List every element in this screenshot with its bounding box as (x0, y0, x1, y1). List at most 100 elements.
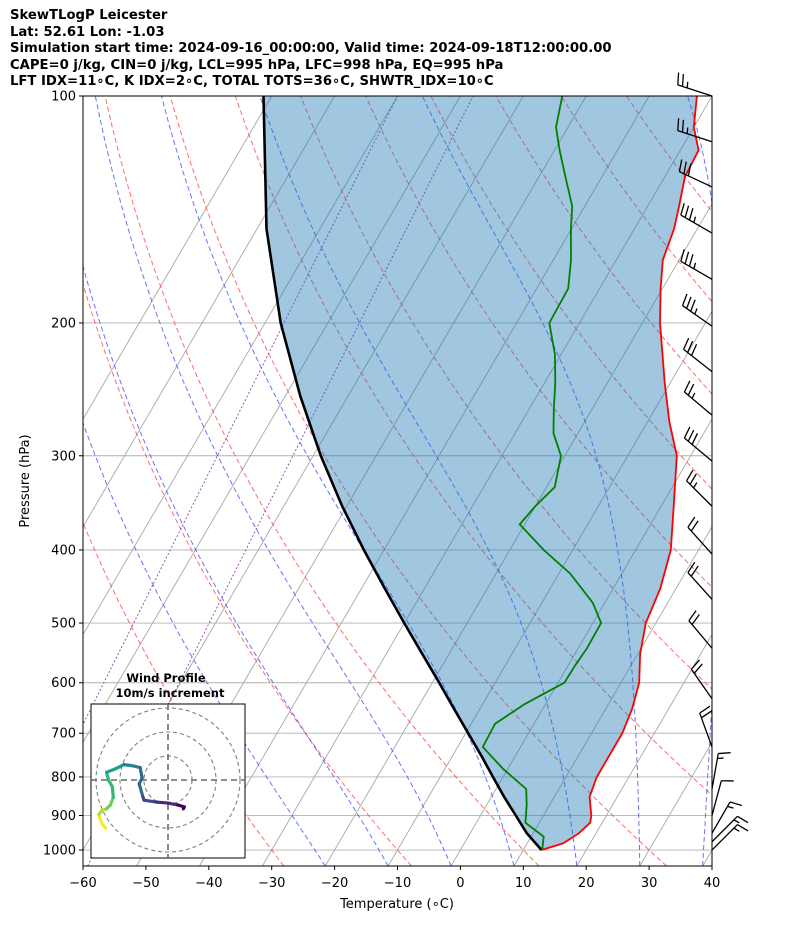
y-tick-label: 400 (51, 543, 76, 558)
wind-barb (699, 705, 713, 748)
moist-adiabat (687, 96, 712, 866)
isotherm-line (702, 849, 712, 866)
wind-barb-half-flag (733, 819, 740, 824)
x-tick-label: −20 (321, 876, 348, 891)
parcel-profile-line (262, 96, 543, 851)
wind-barb-half-flag (691, 392, 696, 399)
wind-barb-flag (737, 815, 749, 824)
dry-adiabat (169, 96, 667, 866)
wind-barb (687, 516, 713, 555)
wind-barb-staff (680, 214, 713, 234)
wind-barb-half-flag (693, 482, 698, 489)
wind-barb-staff (711, 753, 719, 790)
wind-barb (680, 249, 713, 280)
wind-barb-staff (690, 668, 713, 700)
x-tick-label: −50 (132, 876, 159, 891)
wind-barb (711, 824, 749, 851)
wind-barb-flag (690, 299, 696, 312)
hodograph-trace-segment (181, 805, 186, 811)
wind-barb-flag (691, 433, 699, 445)
wind-barb-flag (683, 337, 690, 350)
moist-adiabat (421, 96, 641, 866)
dry-adiabat (83, 282, 412, 866)
wind-barb-flag (687, 561, 696, 573)
wind-barb-half-flag (693, 216, 697, 223)
wind-barb-staff (711, 780, 722, 816)
x-tick-label: 40 (704, 876, 721, 891)
wind-barb (711, 801, 743, 834)
x-tick-label: −30 (258, 876, 285, 891)
wind-barb (678, 159, 713, 188)
wind-barb-flag (685, 296, 692, 309)
hodograph-trace-segment (104, 766, 118, 774)
hodograph-trace-segment (154, 800, 170, 805)
mixing-ratio-line (87, 96, 474, 866)
wind-barb-flag (701, 710, 713, 719)
wind-barb (711, 752, 731, 790)
wind-barb-staff (686, 480, 713, 507)
y-tick-label: 200 (51, 316, 76, 331)
wind-barb (685, 469, 713, 507)
wind-barb (677, 118, 713, 143)
wind-barb-flag (683, 380, 691, 393)
hodograph-title: Wind Profile (126, 671, 206, 685)
hodograph-trace-segment (142, 798, 159, 804)
isotherm-line (576, 633, 712, 866)
isotherm-line (83, 96, 273, 421)
wind-barb-flag (737, 824, 749, 832)
wind-barb-flag (691, 614, 700, 625)
wind-barb (683, 337, 713, 373)
wind-barb-staff (684, 437, 713, 462)
wind-barb-flag (687, 383, 695, 396)
wind-barb-flag (687, 516, 696, 528)
wind-barb-flag (689, 473, 698, 485)
wind-barb-staff (679, 171, 713, 188)
y-tick-label: 600 (51, 676, 76, 691)
wind-barb-flag (681, 119, 685, 133)
y-tick-label: 700 (51, 727, 76, 742)
isotherm-line (83, 96, 461, 744)
wind-barb-flag (685, 469, 694, 482)
chart-title: SkewTLogP Leicester (10, 8, 168, 23)
wind-barb-flag (688, 610, 697, 622)
wind-barb-flag (729, 801, 743, 807)
wind-barb-staff (680, 260, 713, 280)
wind-barb-flag (690, 344, 698, 356)
wind-barb-flag (690, 520, 699, 532)
wind-barb-half-flag (733, 827, 740, 832)
wind-barb-flag (699, 705, 711, 714)
x-tick-label: −10 (384, 876, 411, 891)
x-tick-label: 30 (641, 876, 658, 891)
y-tick-label: 800 (51, 770, 76, 785)
wind-barb-flag (690, 565, 699, 577)
isotherm-line (83, 96, 335, 528)
wind-barb-flag (688, 208, 694, 221)
isotherm-line (261, 96, 712, 866)
wind-barb (688, 610, 713, 649)
wind-barb-flag (718, 752, 731, 755)
y-tick-label: 300 (51, 449, 76, 464)
x-tick-label: 0 (456, 876, 464, 891)
dewpoint-line (481, 96, 603, 851)
dry-adiabat (234, 96, 712, 796)
wind-barb-staff (677, 84, 713, 97)
wind-barb-flag (693, 663, 703, 674)
isotherm-line (513, 525, 712, 866)
isotherm-line (83, 96, 398, 636)
wind-barb-staff (699, 712, 713, 748)
wind-barb-flag (681, 74, 685, 87)
wind-barb-flag (680, 249, 685, 262)
indices-text-1: CAPE=0 j/kg, CIN=0 j/kg, LCL=995 hPa, LF… (10, 57, 504, 73)
wind-barb-flag (678, 159, 683, 172)
time-text: Simulation start time: 2024-09-16_00:00:… (10, 41, 612, 56)
x-tick-label: 20 (578, 876, 595, 891)
wind-barb-flag (683, 161, 687, 174)
wind-barb-flag (677, 72, 680, 85)
wind-barb-staff (683, 348, 713, 373)
wind-barb (711, 780, 734, 816)
hodograph-trace-segment (110, 785, 115, 799)
location-text: Lat: 52.61 Lon: -1.03 (10, 24, 165, 40)
moist-adiabat (259, 96, 578, 866)
wind-barb-staff (688, 620, 713, 649)
wind-barb-flag (690, 659, 700, 670)
